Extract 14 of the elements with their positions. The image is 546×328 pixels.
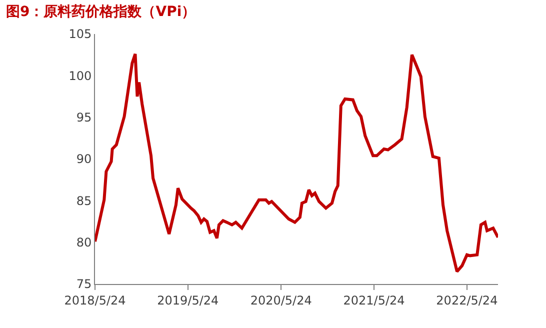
y-tick-label: 80 <box>76 236 92 250</box>
line-series <box>95 52 498 273</box>
chart-title: 图9：原料药价格指数（VPi） <box>6 3 196 21</box>
y-tick-label: 85 <box>76 194 92 208</box>
y-tick-label: 90 <box>76 152 92 166</box>
x-tick-label: 2018/5/24 <box>64 293 126 308</box>
x-tick-label: 2020/5/24 <box>250 293 312 308</box>
x-tick-label: 2022/5/24 <box>436 293 498 308</box>
y-tick-label: 95 <box>76 110 92 125</box>
y-tick-label: 100 <box>68 68 92 83</box>
y-tick-label: 75 <box>76 277 92 292</box>
y-tick-label: 105 <box>68 27 92 42</box>
x-tick-label: 2019/5/24 <box>157 293 219 308</box>
x-tick-label: 2021/5/24 <box>343 293 405 308</box>
